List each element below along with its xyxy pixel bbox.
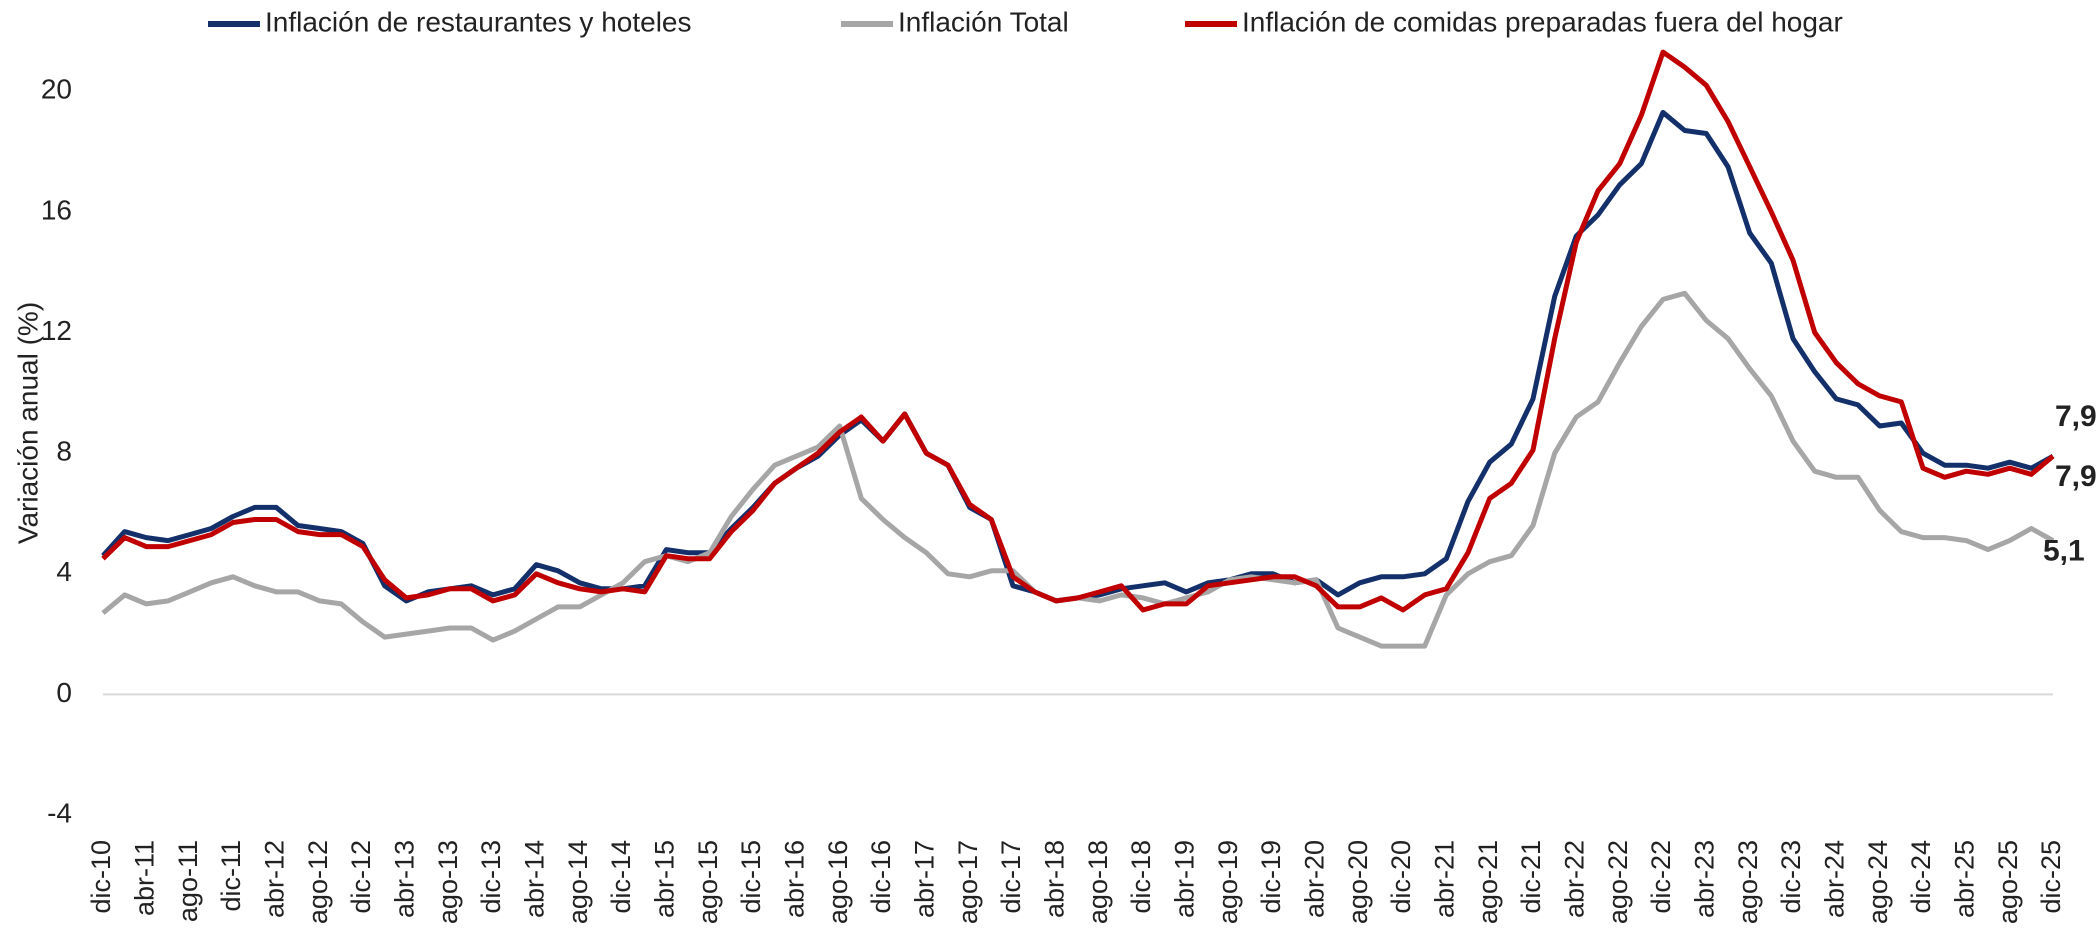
x-tick-label: abr-15	[649, 840, 679, 918]
legend-label: Inflación de restaurantes y hoteles	[265, 6, 691, 37]
y-axis-title: Variación anual (%)	[12, 302, 43, 544]
x-tick-label: abr-18	[1039, 840, 1069, 918]
y-tick-label: 8	[56, 436, 72, 467]
x-tick-label: dic-20	[1386, 840, 1416, 914]
y-tick-label: 4	[56, 556, 72, 587]
x-tick-label: abr-17	[909, 840, 939, 918]
x-tick-label: ago-18	[1083, 840, 1113, 924]
y-tick-label: -4	[47, 797, 72, 828]
x-tick-label: ago-11	[173, 840, 203, 922]
y-tick-label: 0	[56, 677, 72, 708]
legend-label: Inflación Total	[898, 6, 1069, 37]
x-tick-label: ago-20	[1343, 840, 1373, 924]
x-tick-label: abr-25	[1949, 840, 1979, 918]
x-tick-label: ago-12	[303, 840, 333, 924]
x-tick-label: ago-25	[1993, 840, 2023, 924]
y-tick-label: 20	[41, 74, 72, 105]
x-tick-label: ago-22	[1603, 840, 1633, 924]
x-tick-label: ago-16	[823, 840, 853, 924]
end-label: 5,1	[2043, 535, 2085, 568]
x-tick-label: abr-22	[1559, 840, 1589, 918]
x-tick-label: abr-19	[1169, 840, 1199, 918]
series-line	[101, 49, 2055, 613]
x-tick-label: abr-20	[1299, 840, 1329, 918]
x-tick-label: dic-21	[1516, 840, 1546, 914]
x-tick-label: dic-19	[1256, 840, 1286, 914]
x-tick-label: ago-13	[433, 840, 463, 924]
x-tick-label: dic-15	[736, 840, 766, 914]
x-tick-label: dic-22	[1646, 840, 1676, 914]
x-tick-label: dic-14	[606, 840, 636, 914]
x-tick-label: ago-17	[953, 840, 983, 924]
legend-label: Inflación de comidas preparadas fuera de…	[1242, 6, 1843, 37]
end-label: 7,9	[2055, 460, 2097, 493]
x-tick-label: abr-11	[129, 840, 159, 916]
x-tick-label: dic-25	[2036, 840, 2066, 914]
x-tick-label: dic-12	[346, 840, 376, 914]
x-tick-label: ago-19	[1213, 840, 1243, 924]
x-tick-label: dic-17	[996, 840, 1026, 914]
x-tick-label: dic-10	[86, 840, 116, 914]
y-tick-label: 16	[41, 194, 72, 225]
x-tick-label: dic-23	[1776, 840, 1806, 914]
x-tick-label: ago-21	[1473, 840, 1503, 924]
x-tick-label: abr-12	[259, 840, 289, 918]
x-tick-label: ago-15	[693, 840, 723, 924]
x-tick-label: abr-14	[519, 840, 549, 918]
x-tick-label: dic-13	[476, 840, 506, 914]
end-label: 7,9	[2055, 400, 2097, 433]
x-tick-label: ago-14	[563, 840, 593, 924]
x-tick-label: abr-16	[779, 840, 809, 918]
x-tick-label: abr-21	[1429, 840, 1459, 918]
x-tick-label: abr-24	[1819, 840, 1849, 918]
x-tick-label: ago-24	[1863, 840, 1893, 924]
x-tick-label: ago-23	[1733, 840, 1763, 924]
x-tick-label: abr-13	[389, 840, 419, 918]
x-tick-label: abr-23	[1689, 840, 1719, 918]
y-tick-label: 12	[41, 315, 72, 346]
x-tick-label: dic-24	[1906, 840, 1936, 914]
x-tick-label: dic-18	[1126, 840, 1156, 914]
x-tick-label: dic-11	[216, 840, 246, 912]
x-tick-label: dic-16	[866, 840, 896, 914]
